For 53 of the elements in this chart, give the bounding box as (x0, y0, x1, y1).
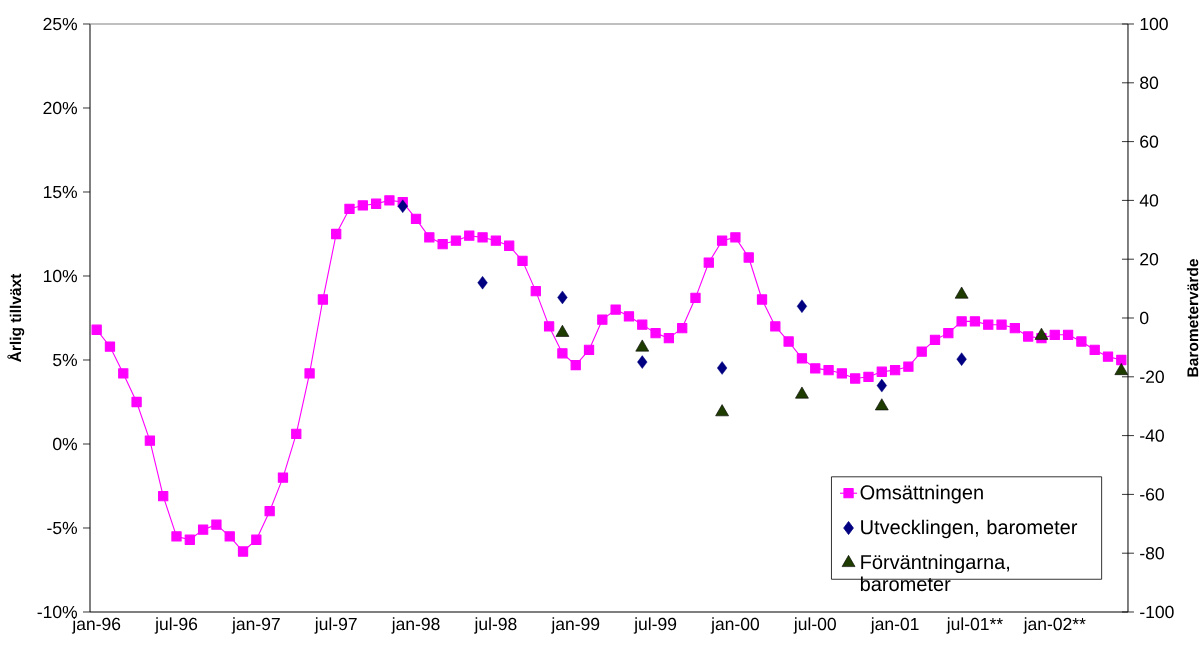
y-tick-label: 10% (43, 269, 78, 283)
y2-tick-label: 60 (1140, 135, 1159, 148)
legend-label: Förväntningarna, barometer (860, 554, 1010, 592)
point (555, 324, 570, 337)
y-tick-label: 0% (53, 437, 78, 451)
x-tick-label: jul-96 (154, 617, 198, 634)
y2-tick-label: 0 (1140, 311, 1149, 325)
point (637, 355, 648, 369)
point (954, 286, 969, 299)
legend-label: Utvecklingen, barometer (861, 519, 1078, 539)
point (875, 398, 889, 411)
x-tick-label: jan-99 (550, 617, 600, 634)
x-tick-label: jan-96 (71, 617, 121, 634)
point (557, 290, 568, 305)
x-tick-label: jan-97 (231, 617, 280, 634)
point (717, 361, 728, 375)
point (715, 404, 729, 417)
y-tick-label: -5% (47, 521, 78, 535)
point (477, 276, 488, 290)
x-tick-label: jan-00 (710, 617, 760, 634)
point (956, 352, 967, 366)
y-tick-label: 25% (43, 17, 78, 31)
x-tick-label: jul-97 (314, 617, 357, 634)
y2-tick-label: 100 (1140, 17, 1168, 31)
x-tick-label: jul-00 (793, 617, 836, 634)
x-tick-label: jan-98 (391, 617, 440, 634)
legend-label: Omsättningen (860, 484, 983, 504)
y-tick-label: 20% (43, 101, 78, 115)
y-axis-title: Årlig tillväxt (7, 273, 25, 362)
y-tick-label: 15% (43, 185, 78, 199)
x-tick-label: jan-02** (1023, 617, 1086, 634)
point (1034, 327, 1049, 340)
y2-tick-label: 40 (1139, 194, 1159, 207)
point (397, 199, 408, 213)
x-tick-label: jul-99 (633, 617, 677, 634)
y2-axis-title: Barometervärde (1186, 259, 1199, 377)
y2-tick-label: -80 (1140, 547, 1164, 560)
point (876, 378, 887, 393)
point (635, 339, 650, 352)
y2-tick-label: -20 (1140, 370, 1164, 383)
y2-tick-label: -40 (1140, 429, 1164, 442)
y-tick-label: -10% (37, 605, 78, 619)
y2-tick-label: -100 (1140, 605, 1174, 619)
point (795, 386, 809, 399)
y2-tick-label: 20 (1140, 253, 1159, 266)
y-tick-label: 5% (53, 353, 78, 367)
x-tick-label: jul-01** (946, 617, 1003, 634)
y2-tick-label: -60 (1140, 488, 1164, 501)
point (1114, 363, 1129, 375)
x-tick-label: jul-98 (474, 617, 517, 634)
x-tick-label: jan-01 (870, 617, 919, 634)
y2-tick-label: 80 (1140, 76, 1159, 89)
point (796, 299, 808, 313)
